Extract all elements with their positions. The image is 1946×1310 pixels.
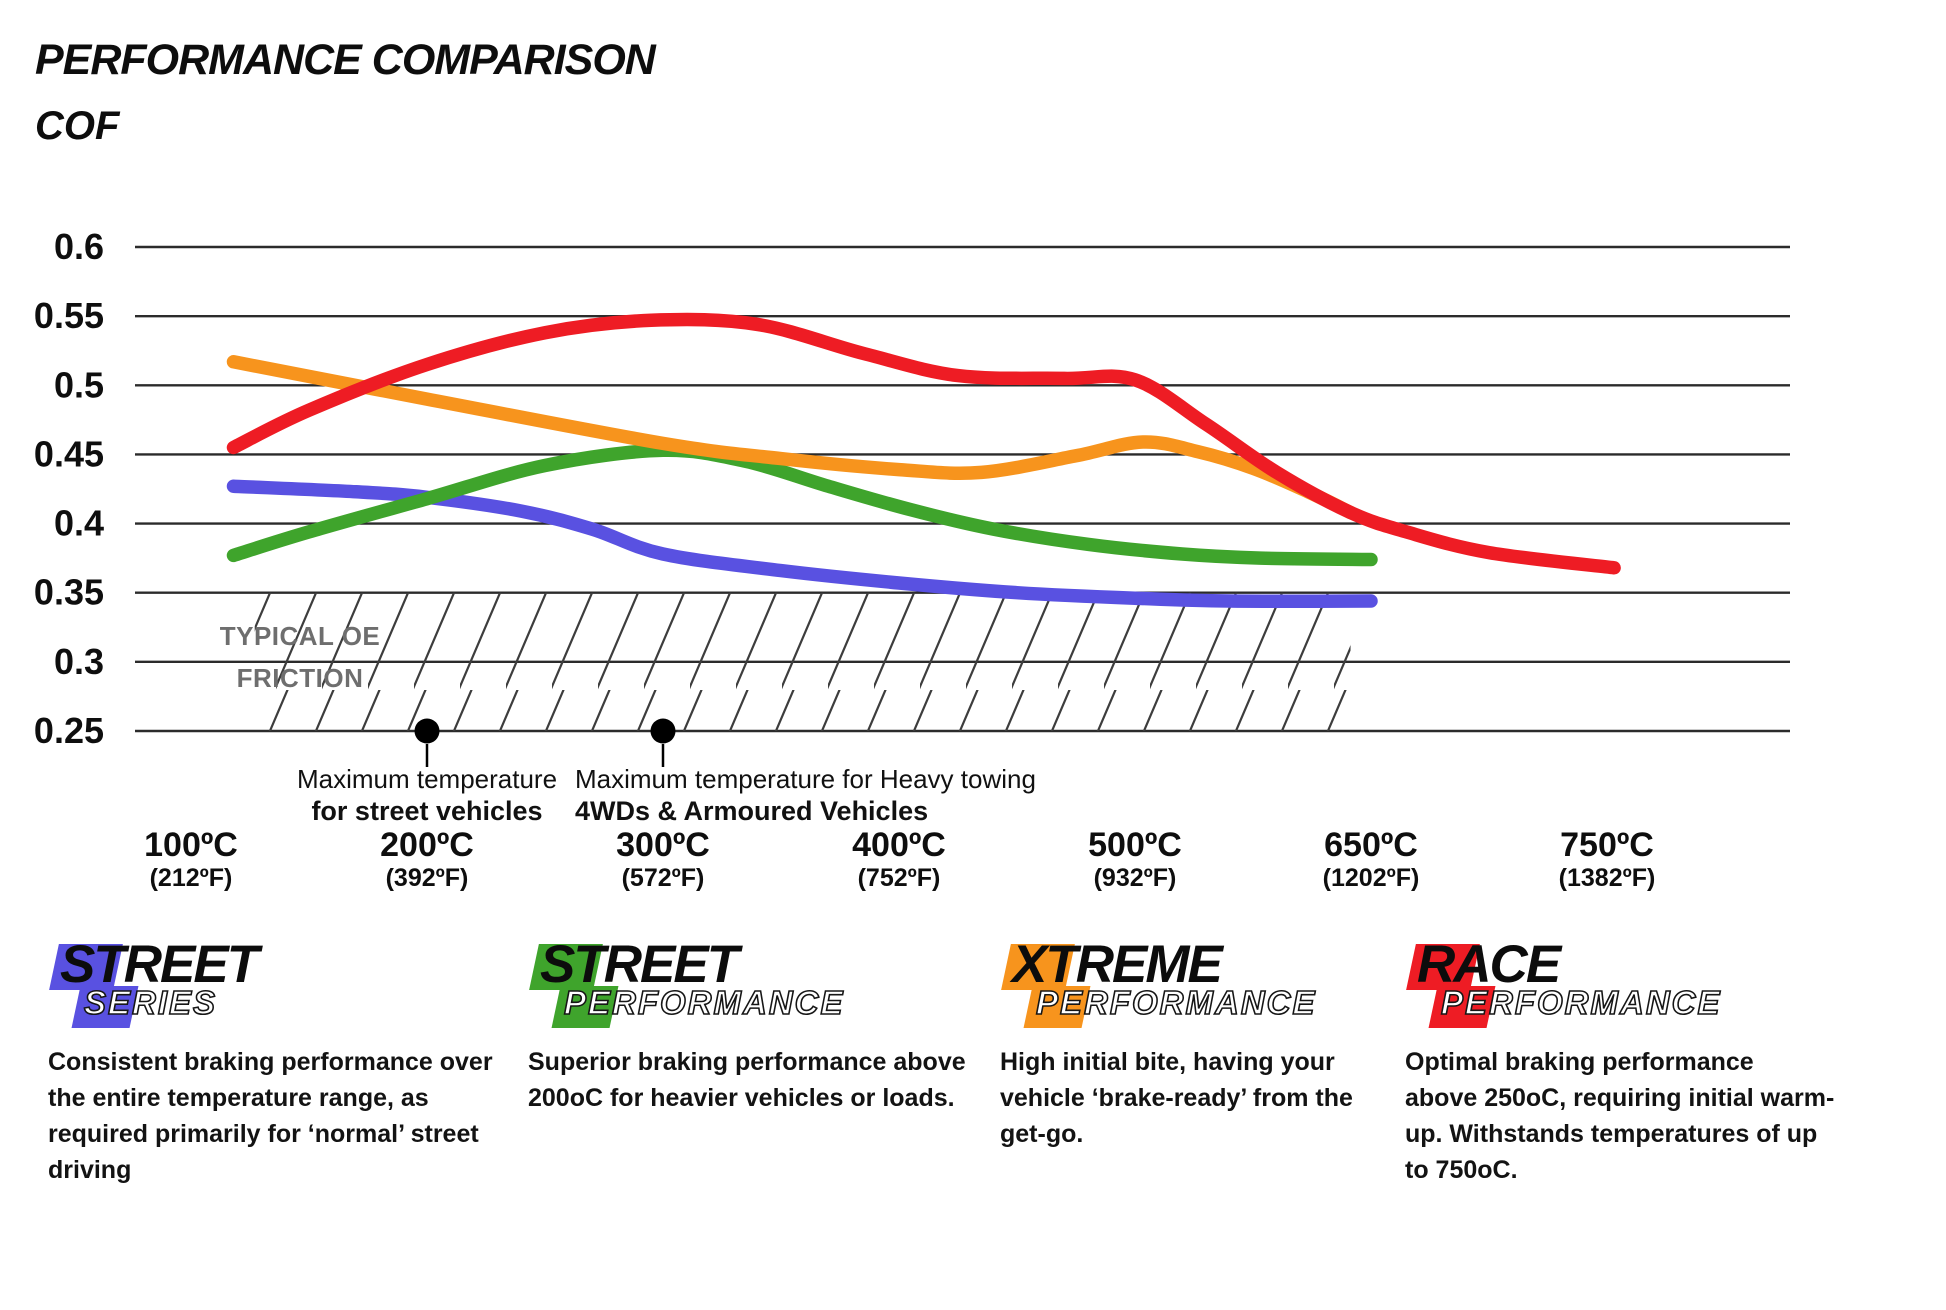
annotation-line2: 4WDs & Armoured Vehicles — [575, 796, 928, 826]
y-tick-label: 0.3 — [54, 641, 104, 682]
logo-word1: STREET — [60, 935, 259, 994]
annotation-line1: Maximum temperature for Heavy towing — [575, 764, 1036, 794]
logo-word1: XTREME — [1012, 935, 1223, 994]
logo-street-performance: STREET PERFORMANCE — [528, 935, 988, 1030]
x-tick-label-f: (1382ºF) — [1559, 864, 1656, 892]
max-temp-dot-1 — [414, 718, 440, 744]
annotation-line2: for street vehicles — [311, 796, 542, 826]
logo-word2: SERIES — [83, 983, 218, 1022]
y-tick-label: 0.45 — [34, 433, 104, 474]
legend-item-street-series: STREET SERIES Consistent braking performan… — [48, 935, 508, 1188]
oe-friction-label-line2: FRICTION — [237, 663, 364, 693]
x-tick-label-f: (752ºF) — [858, 864, 941, 892]
cof-line-chart: 0.6 0.55 0.5 0.45 0.4 0.35 0.3 0.25 TYPICAL OE FR… — [34, 226, 1790, 892]
logo-street-series: STREET SERIES — [48, 935, 508, 1030]
y-tick-label: 0.4 — [54, 503, 104, 544]
legend-description: High initial bite, having your vehicle ‘… — [1000, 1048, 1353, 1148]
legend-description: Optimal braking performance above 250oC,… — [1405, 1048, 1835, 1184]
x-tick-label-c: 100ºC — [144, 826, 238, 864]
y-tick-label: 0.55 — [34, 295, 104, 336]
x-tick-label-c: 300ºC — [616, 826, 710, 864]
chart-svg: 0.6 0.55 0.5 0.45 0.4 0.35 0.3 0.25 TYPICAL OE FR… — [34, 226, 1790, 892]
logo-word2: PERFORMANCE — [1035, 983, 1317, 1022]
x-tick-label-f: (392ºF) — [386, 864, 469, 892]
legend-description: Consistent braking performance over the … — [48, 1048, 493, 1184]
logo-word1: RACE — [1417, 935, 1561, 994]
oe-friction-label-line1: TYPICAL OE — [220, 621, 381, 651]
logo-xtreme-performance: XTREME PERFORMANCE — [1000, 935, 1420, 1030]
y-tick-label: 0.25 — [34, 710, 104, 751]
legend-item-street-performance: STREET PERFORMANCE Superior braking perfor… — [528, 935, 988, 1116]
annotation-line1: Maximum temperature — [297, 764, 557, 794]
oe-friction-band — [254, 592, 1351, 731]
x-tick-label-c: 400ºC — [852, 826, 946, 864]
x-tick-label-c: 650ºC — [1324, 826, 1418, 864]
x-tick-label-f: (212ºF) — [150, 864, 233, 892]
logo-word1: STREET — [540, 935, 739, 994]
series-line-street-performance — [226, 443, 1378, 567]
logo-word2: PERFORMANCE — [563, 983, 845, 1022]
series-line-xtreme-performance — [226, 355, 1358, 520]
legend-item-xtreme-performance: XTREME PERFORMANCE High initial bite, havi… — [1000, 935, 1420, 1152]
x-tick-label-c: 750ºC — [1560, 826, 1654, 864]
y-tick-label: 0.5 — [54, 364, 104, 405]
logo-race-performance: RACE PERFORMANCE — [1405, 935, 1885, 1030]
logo-word2: PERFORMANCE — [1440, 983, 1722, 1022]
legend-description: Superior braking performance above 200oC… — [528, 1048, 966, 1112]
page-title: PERFORMANCE COMPARISON — [35, 36, 656, 84]
x-tick-label-f: (1202ºF) — [1323, 864, 1420, 892]
x-tick-label-f: (932ºF) — [1094, 864, 1177, 892]
x-tick-label-f: (572ºF) — [622, 864, 705, 892]
x-tick-label-c: 500ºC — [1088, 826, 1182, 864]
y-axis-title: COF — [35, 104, 120, 148]
legend-item-race-performance: RACE PERFORMANCE Optimal braking performan… — [1405, 935, 1885, 1188]
product-legend: STREET SERIES Consistent braking performan… — [0, 935, 1946, 1310]
series-line-race-performance — [226, 312, 1621, 575]
max-temp-dot-2 — [650, 718, 676, 744]
y-tick-label: 0.35 — [34, 572, 104, 613]
y-tick-label: 0.6 — [54, 226, 104, 267]
x-tick-label-c: 200ºC — [380, 826, 474, 864]
